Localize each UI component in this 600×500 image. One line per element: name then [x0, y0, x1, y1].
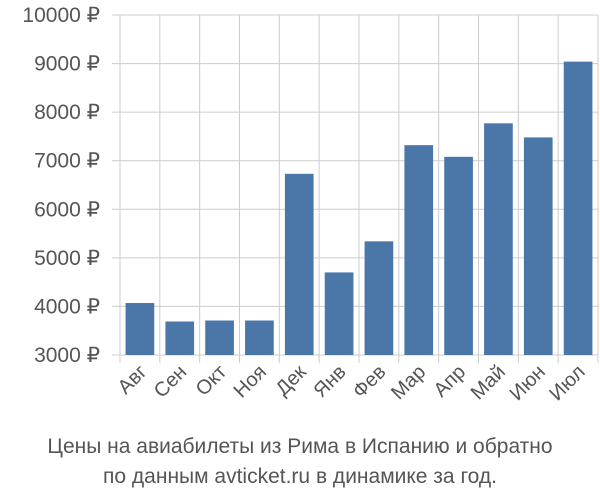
x-tick-label: Окт: [192, 361, 231, 400]
bar: [364, 241, 394, 355]
bar: [484, 123, 513, 355]
x-tick-label: Апр: [430, 361, 471, 402]
bar: [245, 320, 274, 355]
x-tick-label: Мар: [387, 361, 430, 404]
chart-caption: Цены на авиабилеты из Рима в Испанию и о…: [0, 432, 600, 492]
y-tick-label: 3000 ₽: [34, 344, 100, 367]
x-tick-label: Июн: [506, 361, 550, 405]
y-tick-label: 10000 ₽: [22, 4, 100, 27]
bar: [205, 320, 234, 355]
y-tick-label: 5000 ₽: [34, 247, 100, 270]
caption-line-2: по данным avticket.ru в динамике за год.: [103, 465, 497, 488]
caption-line-1: Цены на авиабилеты из Рима в Испанию и о…: [47, 435, 553, 458]
bar: [444, 156, 473, 355]
x-tick-label: Фев: [349, 361, 391, 403]
bar: [324, 272, 354, 355]
bar: [284, 173, 314, 355]
y-tick-label: 8000 ₽: [34, 101, 100, 124]
bar-chart: 3000 ₽ 4000 ₽ 5000 ₽ 6000 ₽ 7000 ₽ 8000 ₽ 9000…: [22, 4, 599, 405]
x-tick-label: Ноя: [230, 361, 271, 402]
y-tick-label: 4000 ₽: [34, 295, 100, 318]
y-tick-label: 9000 ₽: [34, 53, 100, 76]
bar: [404, 145, 434, 355]
y-axis: 3000 ₽ 4000 ₽ 5000 ₽ 6000 ₽ 7000 ₽ 8000 ₽ 9000…: [22, 4, 100, 367]
bar: [523, 137, 553, 355]
x-tick-label: Май: [467, 361, 510, 404]
x-tick-label: Авг: [114, 361, 152, 399]
x-tick-label: Июл: [545, 361, 589, 405]
y-tick-label: 6000 ₽: [34, 198, 100, 221]
bar: [563, 61, 593, 355]
bars: [125, 61, 593, 355]
x-tick-label: Сен: [150, 361, 191, 402]
bar: [125, 303, 155, 355]
x-tick-label: Янв: [310, 361, 351, 402]
x-tick-label: Дек: [272, 361, 311, 400]
bar: [165, 321, 195, 355]
grid-lines: [112, 14, 599, 363]
y-tick-label: 7000 ₽: [34, 150, 100, 173]
